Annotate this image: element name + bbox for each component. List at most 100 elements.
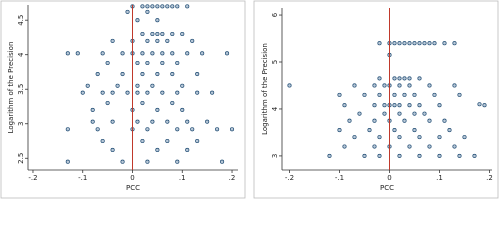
point: [287, 83, 292, 88]
point: [342, 103, 347, 108]
point: [140, 100, 145, 106]
point: [125, 9, 130, 14]
point: [190, 127, 195, 132]
point: [100, 90, 105, 95]
point: [150, 4, 155, 9]
point: [110, 147, 115, 153]
point: [175, 90, 180, 95]
point: [110, 38, 115, 43]
point: [452, 41, 457, 46]
point: [392, 128, 397, 133]
point: [175, 4, 180, 9]
point: [160, 4, 165, 9]
point: [417, 103, 422, 108]
point: [407, 103, 412, 108]
point: [110, 90, 115, 95]
point: [452, 144, 457, 149]
point: [75, 51, 80, 56]
y-tick-label: 4.5: [17, 15, 25, 26]
point: [180, 83, 185, 88]
point: [145, 60, 150, 66]
point: [407, 83, 412, 88]
point: [160, 60, 165, 66]
point: [185, 51, 190, 56]
point: [140, 51, 145, 56]
point: [397, 76, 402, 81]
point: [145, 38, 150, 43]
point: [362, 153, 367, 158]
point: [392, 41, 397, 46]
x-tick-label: .1: [436, 174, 443, 182]
point: [225, 51, 230, 56]
point: [347, 118, 352, 123]
point: [180, 107, 185, 112]
point: [352, 83, 357, 88]
point: [437, 135, 442, 140]
y-tick-label: 6: [271, 12, 279, 17]
point: [65, 159, 70, 164]
point: [417, 153, 422, 158]
point: [175, 60, 180, 66]
point: [135, 119, 140, 124]
point: [150, 51, 155, 56]
point: [165, 4, 170, 9]
point: [110, 119, 115, 124]
point: [140, 138, 145, 144]
point: [165, 119, 170, 124]
point: [442, 118, 447, 123]
x-tick-label: .2: [229, 174, 236, 182]
point: [140, 4, 145, 9]
point: [210, 90, 215, 95]
point: [80, 90, 85, 95]
point: [180, 31, 185, 37]
point: [337, 92, 342, 97]
point: [407, 41, 412, 46]
point: [145, 9, 150, 14]
x-axis-title: PCC: [126, 184, 140, 192]
point: [412, 128, 417, 133]
point: [402, 76, 407, 81]
point: [170, 51, 175, 56]
point: [170, 71, 175, 77]
point: [120, 71, 125, 77]
point: [155, 38, 160, 43]
point: [135, 90, 140, 95]
point: [442, 41, 447, 46]
point: [160, 51, 165, 56]
point: [145, 90, 150, 95]
point: [100, 138, 105, 144]
point: [145, 127, 150, 132]
point: [377, 76, 382, 81]
point: [372, 83, 377, 88]
point: [200, 51, 205, 56]
point: [357, 111, 362, 116]
point: [185, 119, 190, 124]
point: [125, 90, 130, 95]
point: [402, 92, 407, 97]
point: [135, 83, 140, 88]
point: [115, 83, 120, 88]
point: [377, 153, 382, 158]
point: [432, 41, 437, 46]
point: [402, 118, 407, 123]
point: [140, 71, 145, 77]
x-tick-label: -.2: [285, 174, 294, 182]
point: [422, 111, 427, 116]
x-tick-label: -.1: [78, 174, 87, 182]
y-tick-label: 3.5: [17, 84, 25, 95]
point: [170, 100, 175, 106]
point: [412, 92, 417, 97]
point: [367, 128, 372, 133]
point: [382, 111, 387, 116]
point: [427, 83, 432, 88]
point: [170, 4, 175, 9]
point: [437, 103, 442, 108]
point: [372, 144, 377, 149]
point: [65, 127, 70, 132]
point: [95, 127, 100, 132]
point: [229, 127, 235, 132]
point: [457, 153, 462, 158]
point: [407, 76, 412, 81]
point: [437, 153, 442, 158]
point: [392, 92, 397, 97]
